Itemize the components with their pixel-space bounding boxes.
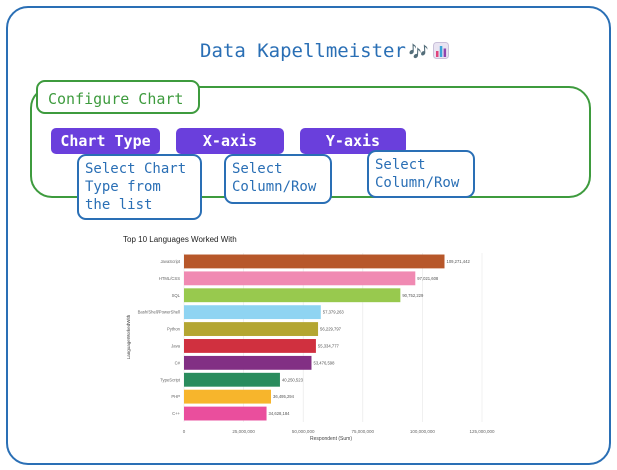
bar-value-label: 109,271,442 [447,259,471,264]
y-tick-label: PHP [171,394,180,399]
bar-value-label: 90,752,229 [402,293,424,298]
x-tick-label: 0 [183,429,186,434]
y-axis-hint: Select Column/Row [367,150,475,198]
bar [184,322,319,336]
y-tick-label: JavaScript [160,259,180,264]
bar [184,288,401,303]
x-tick-label: 125,000,000 [469,429,495,434]
x-tick-label: 100,000,000 [410,429,436,434]
page-title: Data Kapellmeister 🎶 [200,40,449,62]
y-axis-label: LanguageWorkedWith [126,314,131,359]
bar [184,389,272,404]
bar-value-label: 53,476,598 [313,360,335,365]
x-axis-label: Respondent (Sum) [310,436,352,442]
configure-chart-label: Configure Chart [36,80,200,114]
bar-value-label: 57,379,263 [323,310,345,315]
app-frame [6,6,611,465]
bar [184,339,316,353]
x-tick-label: 25,000,000 [232,429,255,434]
bar-value-label: 56,229,797 [320,327,342,332]
x-axis-button[interactable]: X-axis [176,128,284,154]
bar-value-label: 36,495,294 [273,394,295,399]
x-tick-label: 75,000,000 [352,429,375,434]
bar-value-label: 97,021,608 [417,276,439,281]
bar [184,372,280,387]
chart-type-hint: Select Chart Type from the list [77,154,202,220]
bar [184,406,267,421]
y-tick-label: HTML/CSS [159,276,180,281]
page-title-text: Data Kapellmeister [200,40,406,62]
chart-type-button[interactable]: Chart Type [51,128,160,154]
bar [184,254,445,269]
y-tick-label: Java [171,343,181,348]
y-tick-label: C++ [172,411,180,416]
bar [184,271,416,286]
x-tick-label: 50,000,000 [292,429,315,434]
bar [184,305,321,320]
music-notes-icon: 🎶 [408,42,429,61]
bar-chart-icon [432,42,449,59]
chart-title: Top 10 Languages Worked With [123,235,237,244]
bar-value-label: 40,250,523 [282,377,304,382]
y-axis-button[interactable]: Y-axis [300,128,406,154]
bar-value-label: 55,334,777 [318,343,340,348]
y-tick-label: SQL [172,293,181,298]
y-tick-label: Python [167,327,181,332]
x-axis-hint: Select Column/Row [224,154,332,204]
y-tick-label: TypeScript [160,377,181,382]
y-tick-label: C# [175,360,181,365]
bar [184,355,312,370]
y-tick-label: Bash/Shell/PowerShell [138,310,180,315]
bar-value-label: 34,628,184 [269,411,291,416]
